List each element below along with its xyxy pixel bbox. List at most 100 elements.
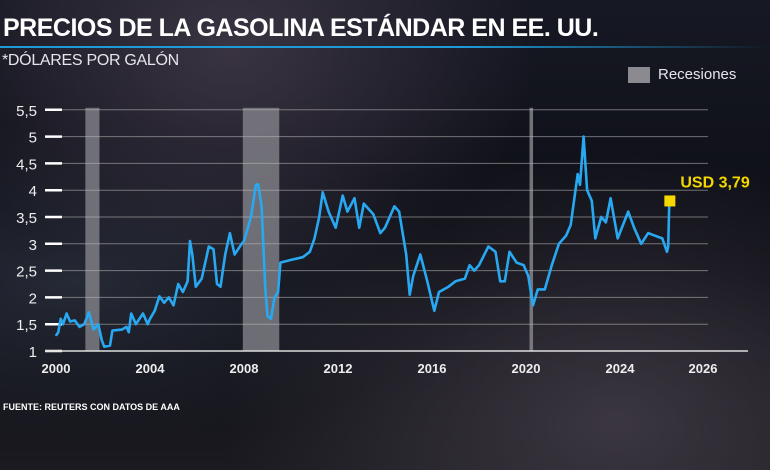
data-point	[468, 264, 471, 267]
x-tick-label: 2012	[324, 361, 353, 376]
chart-title: PRECIOS DE LA GASOLINA ESTÁNDAR EN EE. U…	[3, 14, 599, 42]
data-point	[55, 334, 57, 337]
data-point	[260, 205, 263, 208]
chart-subtitle: *DÓLARES POR GALÓN	[2, 52, 179, 69]
data-point	[565, 234, 567, 237]
data-point	[569, 224, 572, 226]
data-point	[158, 295, 161, 298]
data-point	[212, 248, 215, 250]
data-point	[515, 261, 518, 264]
data-point	[128, 331, 130, 334]
x-tick-label: 2024	[606, 361, 636, 376]
data-point	[616, 237, 619, 240]
x-tick-label: 2016	[418, 361, 447, 376]
data-point	[494, 251, 497, 253]
data-point	[551, 264, 553, 267]
y-tick-label: 2	[29, 290, 37, 307]
data-point	[408, 293, 411, 296]
data-point	[508, 251, 511, 253]
data-point	[290, 259, 292, 261]
data-point	[358, 226, 360, 229]
data-point	[233, 253, 236, 256]
data-point	[464, 277, 466, 280]
data-point	[125, 326, 128, 328]
data-point	[168, 296, 170, 299]
data-point	[666, 251, 668, 253]
last-value-marker	[664, 195, 676, 207]
data-point	[661, 237, 664, 240]
legend-recession-label: Recesiones	[658, 66, 737, 83]
recession-band	[529, 107, 534, 351]
data-point	[69, 320, 71, 323]
data-point	[250, 216, 252, 218]
data-point	[62, 323, 64, 326]
data-point	[426, 280, 429, 283]
data-point	[372, 213, 375, 216]
data-point	[522, 264, 525, 267]
data-point	[101, 339, 103, 342]
data-point	[582, 135, 585, 138]
data-point	[59, 318, 62, 320]
data-point	[301, 256, 304, 259]
data-point	[195, 285, 197, 288]
data-point	[240, 243, 243, 245]
y-tick-label: 1,5	[16, 317, 37, 334]
data-point	[341, 194, 344, 197]
data-point	[412, 275, 415, 277]
data-point	[207, 245, 210, 248]
data-point	[499, 280, 501, 283]
recession-band	[85, 107, 100, 351]
data-point	[532, 304, 534, 307]
data-point	[186, 280, 189, 283]
data-point	[591, 200, 593, 202]
data-point	[454, 280, 457, 283]
data-point	[536, 288, 539, 291]
data-point	[334, 226, 337, 229]
source-note: FUENTE: REUTERS CON DATOS DE AAA	[3, 402, 180, 412]
data-point	[279, 261, 282, 264]
data-point	[353, 197, 356, 200]
data-point	[266, 315, 269, 317]
data-point	[313, 237, 316, 240]
data-point	[473, 269, 476, 272]
data-point	[405, 253, 407, 256]
data-point	[654, 234, 657, 237]
last-value-label: USD 3,79	[680, 174, 749, 191]
data-point	[130, 312, 132, 315]
data-point	[419, 253, 422, 256]
x-tick-label: 2026	[689, 361, 718, 376]
data-point	[318, 216, 321, 218]
data-point	[438, 291, 440, 293]
y-tick-label: 3,5	[16, 210, 37, 227]
data-point	[579, 184, 581, 186]
data-point	[83, 323, 85, 326]
x-tick-label: 2004	[136, 361, 166, 376]
data-point	[398, 210, 400, 213]
data-point	[146, 323, 149, 326]
data-point	[149, 318, 151, 320]
title-underline	[0, 46, 770, 48]
y-tick-label: 5,5	[16, 103, 37, 120]
data-point	[487, 245, 490, 248]
data-point	[191, 253, 194, 256]
data-point	[257, 183, 259, 186]
data-point	[216, 283, 218, 285]
data-point	[224, 253, 226, 256]
data-point	[309, 251, 311, 253]
data-point	[182, 291, 184, 293]
data-point	[57, 331, 60, 334]
data-point	[78, 326, 81, 328]
y-tick-label: 4	[29, 183, 37, 200]
data-point	[254, 184, 257, 186]
data-point	[264, 285, 266, 288]
data-point	[219, 285, 222, 288]
data-point	[74, 319, 76, 322]
data-point	[544, 288, 546, 291]
y-tick-label: 5	[29, 130, 37, 147]
data-point	[92, 328, 95, 331]
data-point	[153, 310, 156, 312]
data-point	[609, 197, 612, 200]
y-tick-label: 1	[29, 344, 37, 361]
y-tick-label: 3	[29, 237, 37, 254]
